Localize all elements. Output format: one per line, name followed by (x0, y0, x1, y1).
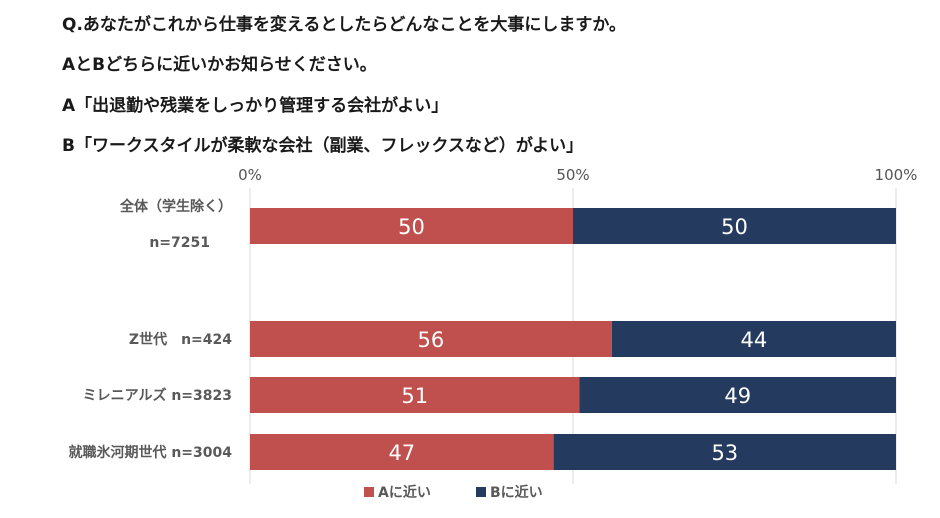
bar-segment-a (250, 321, 612, 357)
legend-swatch (476, 487, 486, 497)
bar-segment-a (250, 434, 554, 470)
data-label: 44 (741, 328, 768, 352)
question-text: Q.あなたがこれから仕事を変えるとしたらどんなことを大事にしますか。 (62, 15, 627, 35)
legend-label: Aに近い (378, 484, 431, 501)
data-label: 51 (401, 384, 428, 408)
category-label: ミレニアルズ n=3823 (83, 387, 232, 404)
data-label: 47 (388, 441, 415, 465)
bar-segment-a (250, 377, 580, 413)
category-label: 就職氷河期世代 n=3004 (68, 444, 232, 461)
x-tick-label: 50% (556, 166, 589, 184)
category-label: 全体（学生除く） (119, 198, 232, 215)
x-tick-label: 100% (875, 166, 918, 184)
data-label: 50 (398, 215, 425, 239)
data-label: 56 (418, 328, 445, 352)
bar-segment-a (250, 208, 573, 244)
option-a-text: A「出退勤や残業をしっかり管理する会社がよい」 (62, 96, 449, 116)
bar-segment-b (573, 208, 896, 244)
data-label: 49 (724, 384, 751, 408)
bar-segment-b (611, 321, 896, 357)
question-instruction: AとBどちらに近いかお知らせください。 (62, 55, 377, 75)
legend-swatch (364, 487, 374, 497)
bar-segment-b (553, 434, 896, 470)
x-tick-label: 0% (238, 166, 262, 184)
data-label: 53 (711, 441, 738, 465)
category-label: Z世代 n=424 (129, 331, 232, 348)
legend-label: Bに近い (490, 484, 543, 501)
bar-segment-b (579, 377, 896, 413)
data-label: 50 (721, 215, 748, 239)
category-sample-size: n=7251 (149, 235, 210, 251)
option-b-text: B「ワークスタイルが柔軟な会社（副業、フレックスなど）がよい」 (62, 136, 584, 156)
